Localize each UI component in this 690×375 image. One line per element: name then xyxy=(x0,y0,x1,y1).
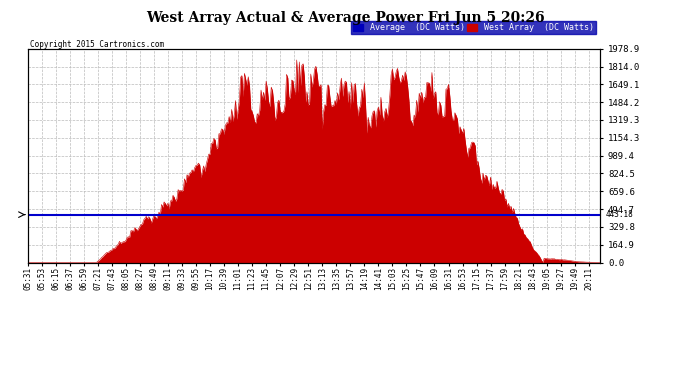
Text: 443.18: 443.18 xyxy=(606,210,634,219)
Legend: Average  (DC Watts), West Array  (DC Watts): Average (DC Watts), West Array (DC Watts… xyxy=(351,21,596,34)
Text: West Array Actual & Average Power Fri Jun 5 20:26: West Array Actual & Average Power Fri Ju… xyxy=(146,11,544,25)
Text: Copyright 2015 Cartronics.com: Copyright 2015 Cartronics.com xyxy=(30,40,165,49)
